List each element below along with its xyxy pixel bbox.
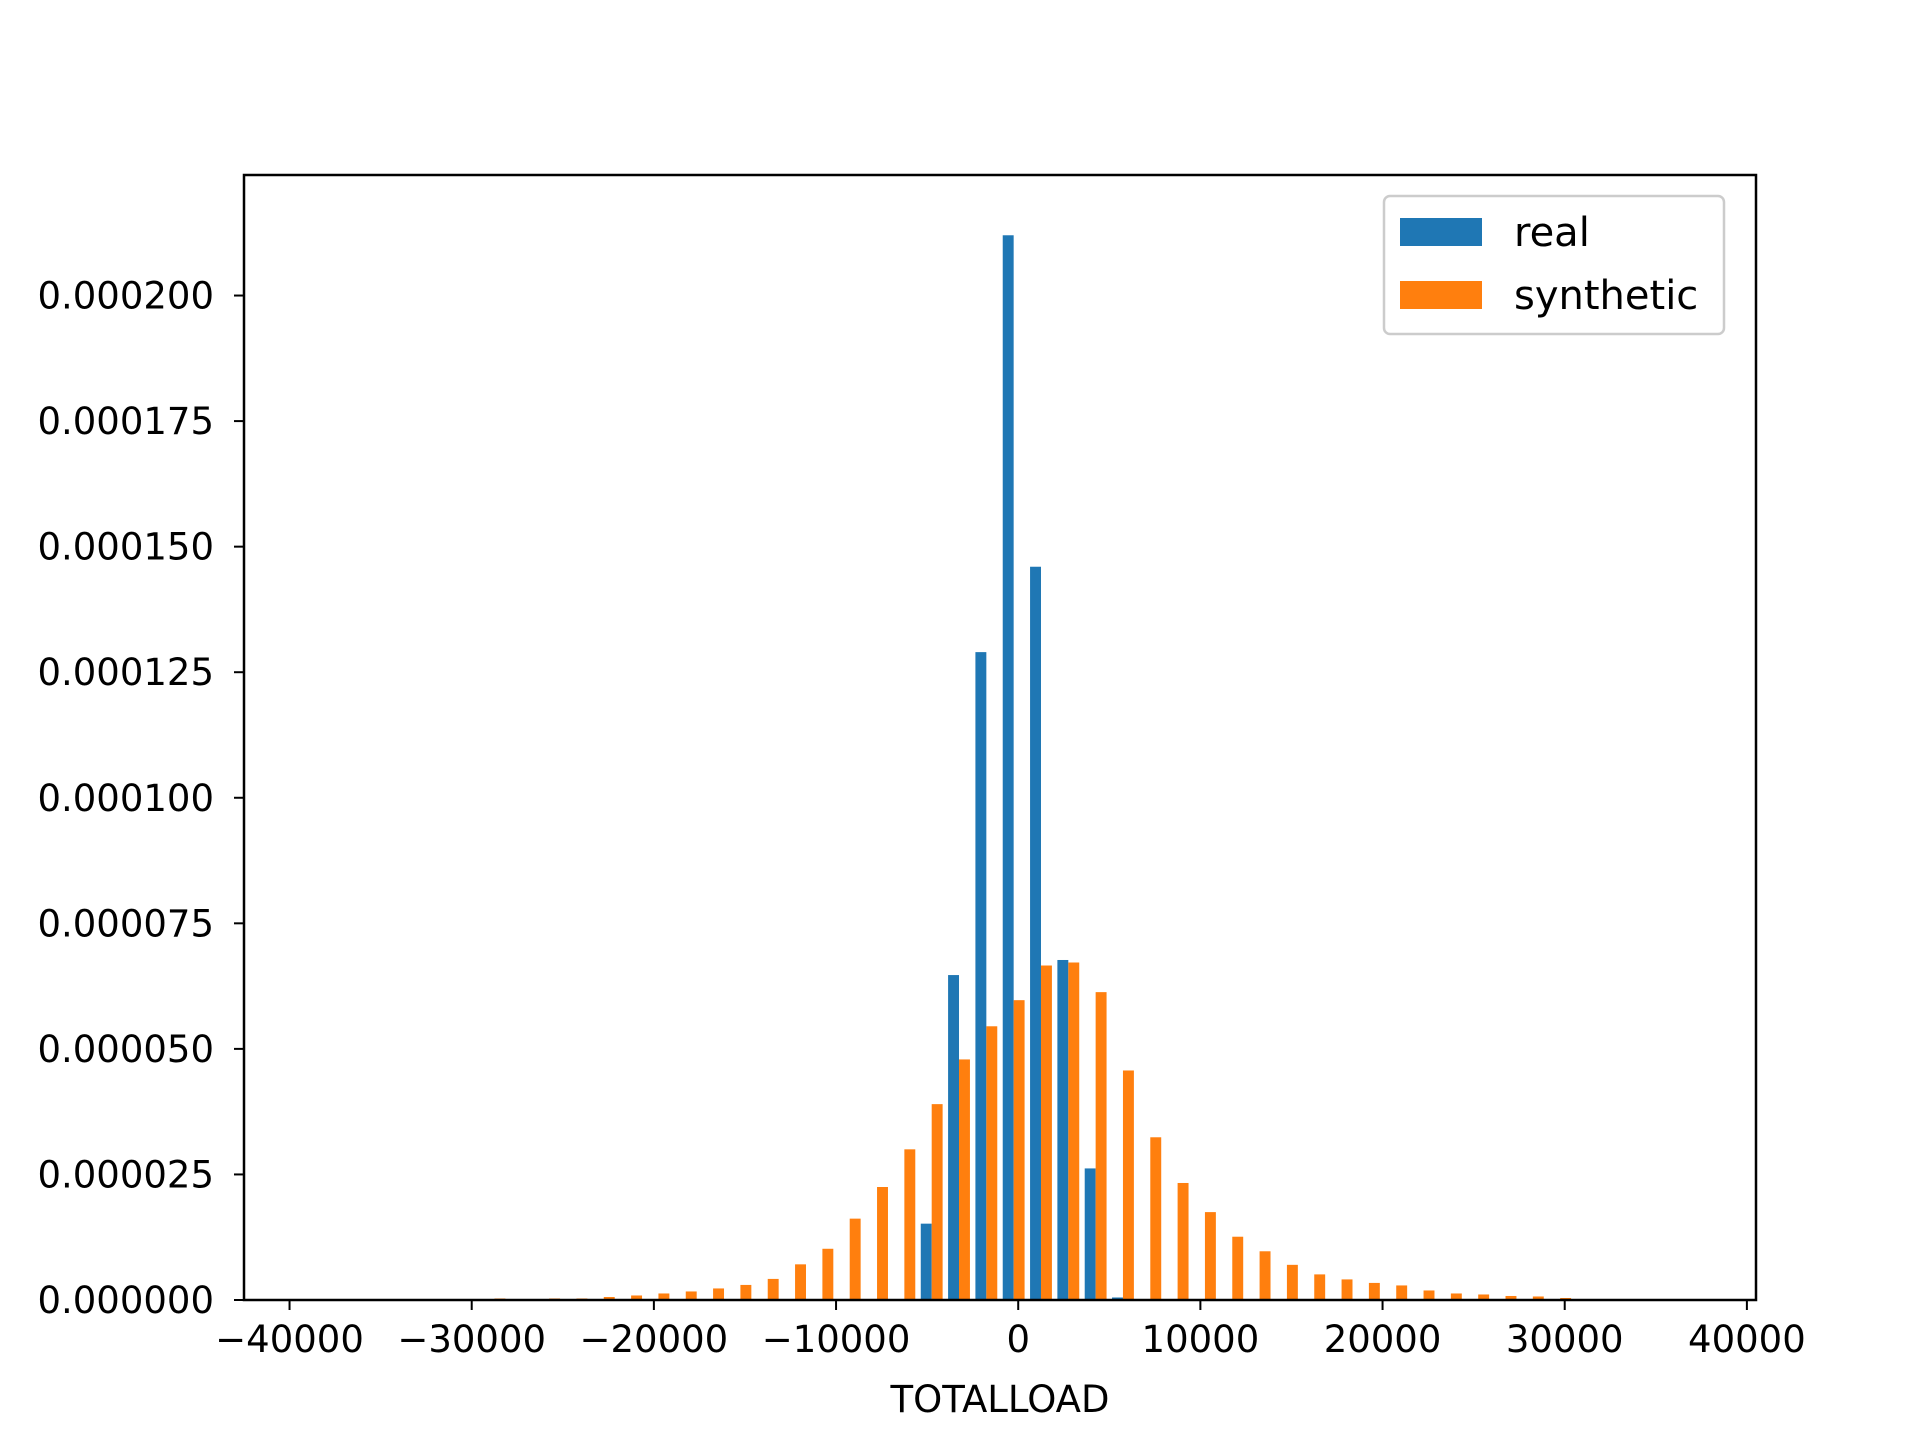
synthetic-bar: [849, 1218, 861, 1300]
synthetic-series-bars: [494, 962, 1599, 1300]
x-axis-title: TOTALLOAD: [890, 1378, 1110, 1421]
x-tick-label: −10000: [762, 1318, 911, 1361]
synthetic-bar: [795, 1264, 806, 1300]
synthetic-bar: [1204, 1212, 1216, 1300]
synthetic-bar: [1505, 1295, 1517, 1300]
real-bar: [1002, 235, 1014, 1300]
synthetic-bar: [603, 1296, 615, 1300]
synthetic-bar: [713, 1288, 725, 1300]
synthetic-bar: [904, 1149, 916, 1300]
synthetic-bar: [1040, 965, 1052, 1300]
x-tick-label: 0: [1006, 1318, 1030, 1361]
synthetic-bar: [1232, 1236, 1244, 1300]
plot-area-frame: [242, 173, 1758, 1302]
real-bar: [948, 975, 960, 1300]
x-tick-label: −40000: [215, 1318, 364, 1361]
synthetic-bar: [1095, 992, 1107, 1300]
synthetic-bar: [1314, 1274, 1326, 1300]
y-tick-label: 0.000200: [37, 275, 214, 318]
real-bar: [1084, 1168, 1096, 1300]
synthetic-bar: [959, 1059, 970, 1300]
y-tick-label: 0.000125: [37, 651, 214, 694]
real-bar: [1112, 1297, 1123, 1300]
real-bar: [920, 1223, 932, 1300]
legend-label-synthetic: synthetic: [1514, 273, 1698, 319]
synthetic-bar: [1122, 1070, 1134, 1300]
x-tick-label: −20000: [580, 1318, 729, 1361]
legend-swatch-real: [1400, 218, 1482, 246]
y-tick-label: 0.000075: [37, 902, 214, 945]
legend: real synthetic: [1382, 194, 1726, 336]
real-bar: [1057, 959, 1069, 1300]
synthetic-bar: [822, 1248, 834, 1300]
synthetic-bar: [658, 1293, 670, 1300]
synthetic-bar: [1478, 1294, 1490, 1300]
x-tick-label: 10000: [1142, 1318, 1260, 1361]
y-tick-label: 0.000000: [37, 1279, 214, 1322]
legend-swatch-synthetic: [1400, 281, 1482, 309]
x-tick-label: 30000: [1506, 1318, 1624, 1361]
synthetic-bar: [1423, 1290, 1435, 1300]
synthetic-bar: [740, 1284, 752, 1300]
synthetic-bar: [1396, 1285, 1408, 1300]
synthetic-bar: [931, 1104, 943, 1300]
y-tick-label: 0.000050: [37, 1028, 214, 1071]
y-tick-label: 0.000150: [37, 526, 214, 569]
synthetic-bar: [685, 1291, 697, 1300]
y-tick-label: 0.000175: [37, 400, 214, 443]
synthetic-bar: [1532, 1296, 1544, 1300]
synthetic-bar: [1150, 1137, 1162, 1300]
synthetic-bar: [1068, 962, 1080, 1300]
synthetic-bar: [1177, 1182, 1189, 1300]
x-tick-label: −30000: [397, 1318, 546, 1361]
real-series-bars: [920, 235, 1123, 1300]
synthetic-bar: [1450, 1293, 1462, 1300]
synthetic-bar: [1013, 1000, 1025, 1300]
y-tick-label: 0.000025: [37, 1153, 214, 1196]
real-bar: [1030, 566, 1041, 1300]
synthetic-bar: [1286, 1264, 1298, 1300]
real-bar: [975, 652, 987, 1300]
x-axis: −40000 −30000 −20000 −10000 0 10000 20000 30000…: [215, 1300, 1806, 1361]
x-tick-label: 20000: [1324, 1318, 1442, 1361]
synthetic-bar: [1368, 1282, 1380, 1300]
legend-label-real: real: [1514, 210, 1590, 256]
y-tick-label: 0.000100: [37, 777, 214, 820]
synthetic-bar: [1259, 1251, 1271, 1300]
synthetic-bar: [986, 1026, 998, 1300]
x-tick-label: 40000: [1688, 1318, 1806, 1361]
synthetic-bar: [631, 1295, 643, 1300]
synthetic-bar: [877, 1187, 888, 1300]
synthetic-bar: [1341, 1279, 1353, 1300]
y-axis: 0.000000 0.000025 0.000050 0.000075 0.000100…: [37, 275, 244, 1322]
synthetic-bar: [767, 1278, 779, 1300]
